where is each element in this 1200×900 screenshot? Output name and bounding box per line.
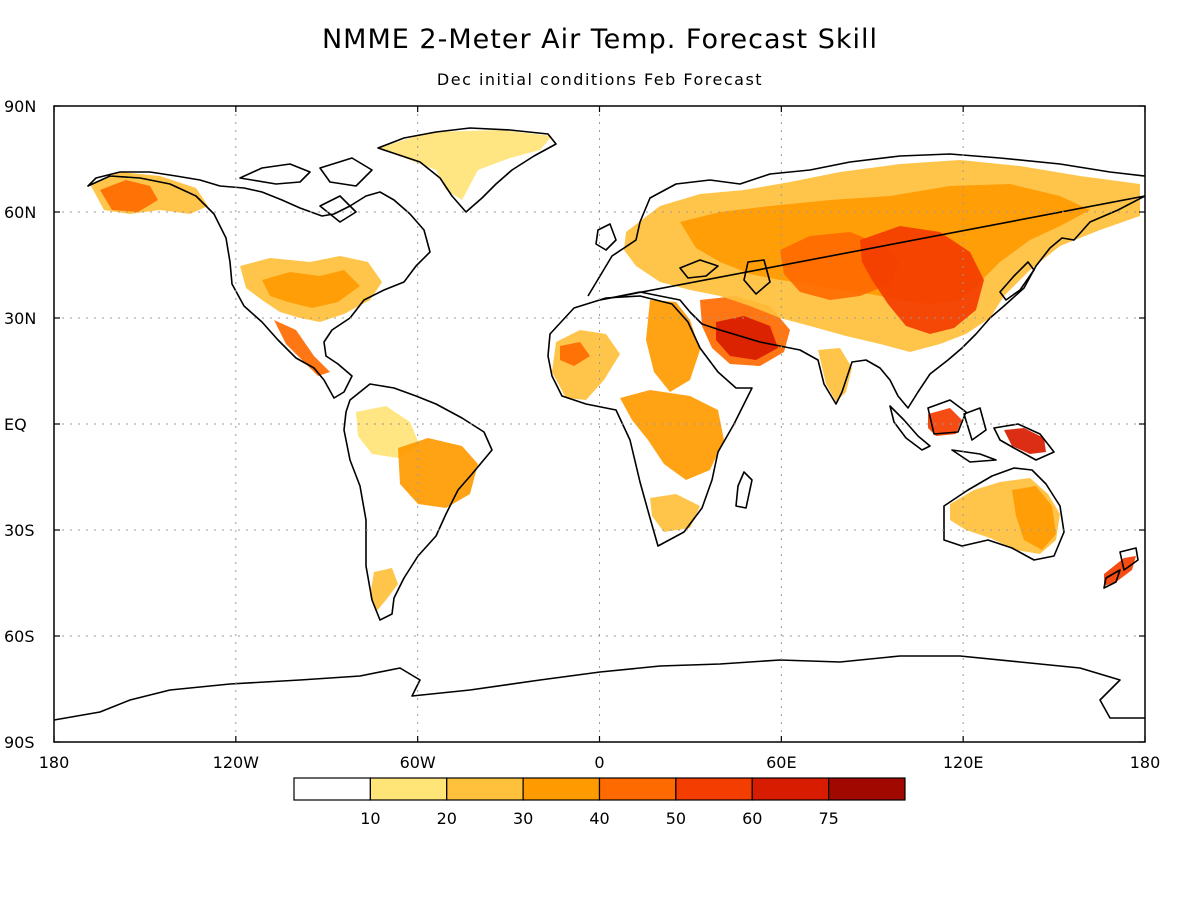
lat-label: EQ [4,415,27,434]
lat-label: 90N [4,97,36,116]
colorbar: 10 20 30 40 50 60 75 [293,777,906,828]
map-subtitle: Dec initial conditions Feb Forecast [436,70,764,89]
skill-region-east-africa [620,390,724,480]
coast-madagascar [735,471,753,509]
skill-region-egypt-sudan [646,300,700,392]
colorbar-swatch [828,777,906,801]
coast-arctic-islands [239,157,373,223]
coast-black-caspian [679,259,771,295]
gridlines [54,106,1145,742]
map-title: NMME 2-Meter Air Temp. Forecast Skill [321,24,879,55]
colorbar-swatch [598,777,677,801]
skill-region-australia-east [1012,486,1056,550]
lon-label: 120W [213,753,260,772]
lat-label: 60N [4,203,36,222]
skill-region-borneo [928,408,962,436]
skill-region-sahara-west [552,330,620,400]
coast-antarctica [54,655,1145,721]
lat-label: 30S [4,521,35,540]
coast-africa [547,295,753,547]
skill-region-brazil-core [398,438,478,508]
coast-new-zealand [1103,547,1139,589]
colorbar-swatch [675,777,753,801]
skill-region-southern-africa [650,494,700,532]
lon-label: 120E [943,753,984,772]
colorbar-tick-label: 10 [360,809,380,828]
skill-region-sahel-core [560,342,590,366]
lon-label: 60W [400,753,436,772]
lat-label: 60S [4,627,35,646]
colorbar-swatch [522,777,601,801]
coast-japan [999,261,1035,301]
coast-greenland [377,127,557,213]
colorbar-swatch [293,777,371,801]
coast-british-isles [595,223,617,251]
colorbar-tick-label: 75 [818,809,838,828]
skill-region-new-guinea [1004,428,1046,454]
lat-label: 90S [4,733,35,752]
skill-region-usa-core [262,270,360,308]
colorbar-tick-label: 30 [513,809,533,828]
skill-shading [90,130,1140,612]
skill-region-china [860,226,984,334]
skill-region-greenland [378,130,552,200]
skill-region-mexico [274,320,330,376]
lon-label: 180 [1130,753,1161,772]
colorbar-swatch [369,777,448,801]
lon-label: 0 [594,753,604,772]
skill-region-patagonia [370,568,398,612]
coast-north-america [87,171,431,399]
skill-region-amazon [356,406,420,458]
coast-australia [943,467,1065,561]
colorbar-tick-label: 20 [437,809,457,828]
colorbar-tick-label: 60 [742,809,762,828]
coast-se-asia-islands [889,399,1055,463]
colorbar-tick-label: 40 [589,809,609,828]
lat-label: 30N [4,309,36,328]
colorbar-swatch [446,777,524,801]
skill-region-alaska-core [100,180,158,212]
colorbar-tick-label: 50 [666,809,686,828]
colorbar-swatch [751,777,830,801]
lon-label: 60E [766,753,796,772]
lon-label: 180 [39,753,70,772]
